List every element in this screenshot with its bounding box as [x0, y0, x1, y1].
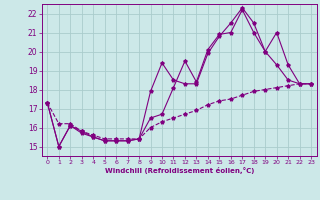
X-axis label: Windchill (Refroidissement éolien,°C): Windchill (Refroidissement éolien,°C): [105, 167, 254, 174]
